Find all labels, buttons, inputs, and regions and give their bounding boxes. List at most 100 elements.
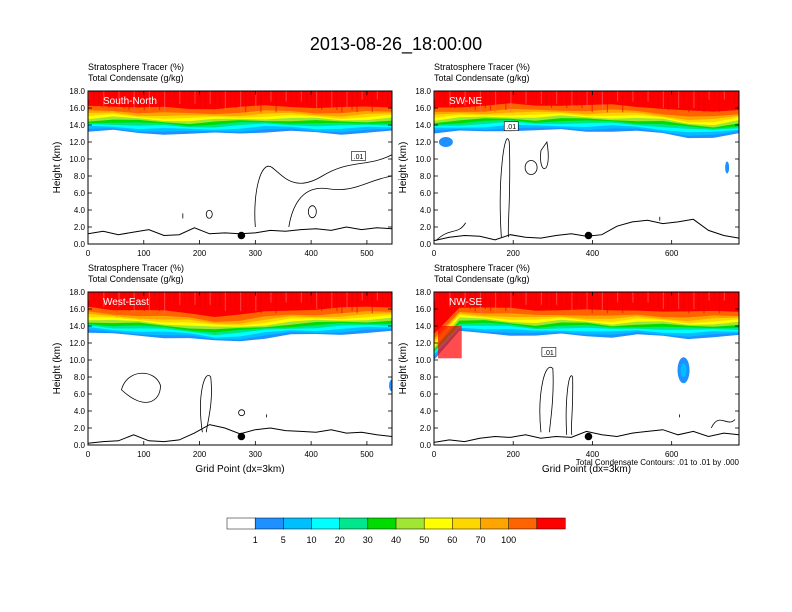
tracer-streak	[540, 292, 542, 305]
tracer-streak	[214, 91, 216, 106]
x-tick-label: 0	[86, 249, 91, 258]
tracer-streak	[381, 91, 384, 102]
tracer-streak	[265, 91, 267, 100]
colorbar-swatch	[395, 517, 425, 530]
tracer-streak	[647, 91, 649, 102]
colorbar-swatch	[226, 517, 256, 530]
y-tick-label: 14.0	[415, 121, 431, 130]
tracer-streak	[586, 292, 588, 312]
tracer-streak	[637, 91, 639, 104]
condensate-contour	[499, 138, 511, 238]
tracer-streak	[245, 91, 247, 113]
x-tick-label: 500	[360, 450, 374, 459]
tracer-streak	[326, 91, 328, 106]
tracer-streak	[285, 91, 287, 102]
plot-area: .01	[434, 292, 739, 443]
y-tick-label: 4.0	[420, 206, 432, 215]
tracer-streak	[310, 292, 313, 307]
colorbar-tick-label: 100	[501, 535, 516, 545]
x-tick-label: 300	[249, 249, 263, 258]
y-tick-label: 6.0	[420, 189, 432, 198]
tracer-streak	[341, 91, 343, 113]
tracer-streak	[652, 91, 654, 104]
condensate-contour	[254, 154, 392, 228]
tracer-streak	[733, 292, 736, 305]
location-marker	[237, 432, 246, 441]
tracer-streak	[505, 91, 507, 111]
tracer-streak	[500, 292, 502, 301]
tracer-streak	[113, 292, 115, 305]
tracer-streak	[250, 292, 252, 301]
tracer-streak	[331, 91, 333, 108]
tracer-streak	[361, 292, 363, 301]
tracer-streak	[688, 91, 690, 113]
tracer-streak	[229, 292, 232, 307]
colorbar-tick-label: 50	[419, 535, 429, 545]
y-axis-label: Height (km)	[52, 343, 63, 395]
y-tick-label: 8.0	[420, 373, 432, 382]
y-tick-label: 10.0	[69, 155, 85, 164]
y-tick-label: 12.0	[415, 339, 431, 348]
plot-area: .01	[88, 91, 392, 240]
tracer-streak	[698, 292, 700, 312]
y-tick-label: 14.0	[69, 121, 85, 130]
colorbar-swatch	[480, 517, 510, 530]
tracer-streak	[617, 91, 619, 102]
tracer-streak	[336, 292, 338, 312]
field-label-condensate: Total Condensate (g/kg)	[434, 73, 530, 83]
tracer-streak	[164, 292, 166, 314]
tracer-streak	[718, 292, 720, 314]
tracer-streak	[361, 91, 363, 100]
x-tick-label: 400	[586, 249, 600, 258]
panel-name: NW-SE	[449, 297, 482, 308]
tracer-streak	[617, 292, 619, 303]
tracer-streak	[708, 292, 710, 301]
y-tick-label: 2.0	[74, 223, 86, 232]
tracer-streak	[576, 292, 578, 307]
tracer-streak	[199, 292, 201, 307]
tracer-streak	[525, 91, 527, 104]
tracer-streak	[693, 292, 695, 309]
contour-label: .01	[544, 350, 554, 357]
tracer-streak	[667, 292, 669, 312]
tracer-streak	[179, 91, 181, 104]
tracer-streak	[688, 292, 690, 314]
tracer-streak	[189, 91, 191, 102]
tracer-streak	[464, 91, 466, 106]
tracer-streak	[260, 91, 262, 113]
x-tick-label: 300	[249, 450, 263, 459]
condensate-contour	[565, 375, 574, 435]
tracer-streak	[601, 91, 603, 111]
tracer-streak	[189, 292, 191, 303]
tracer-streak	[581, 91, 583, 108]
y-tick-label: 10.0	[415, 356, 431, 365]
tracer-streak	[495, 292, 497, 314]
tracer-streak	[255, 91, 257, 111]
tracer-streak	[733, 91, 736, 104]
tracer-streak	[703, 292, 705, 314]
tracer-streak	[576, 91, 578, 106]
tracer-streak	[489, 292, 492, 312]
contour-label-box	[503, 121, 519, 131]
tracer-streak	[209, 91, 211, 104]
colorbar-swatch	[254, 517, 284, 530]
colorbar-tick-label: 40	[391, 535, 401, 545]
field-label-condensate: Total Condensate (g/kg)	[88, 73, 184, 83]
colorbar-swatch	[536, 517, 566, 530]
tracer-streak	[179, 292, 181, 305]
x-axis-label: Grid Point (dx=3km)	[195, 464, 284, 475]
tracer-streak	[128, 292, 130, 312]
tracer-streak	[376, 292, 378, 301]
tracer-streak	[657, 91, 659, 106]
tracer-streak	[158, 91, 161, 111]
tracer-streak	[678, 292, 680, 309]
tracer-streak	[662, 292, 664, 309]
x-tick-label: 0	[432, 450, 437, 459]
tracer-streak	[275, 91, 277, 113]
tracer-streak	[556, 292, 558, 305]
colorbar-tick-label: 5	[281, 535, 286, 545]
tracer-streak	[647, 292, 649, 303]
field-label-tracer: Stratosphere Tracer (%)	[88, 62, 184, 72]
terrain-line	[434, 429, 739, 443]
